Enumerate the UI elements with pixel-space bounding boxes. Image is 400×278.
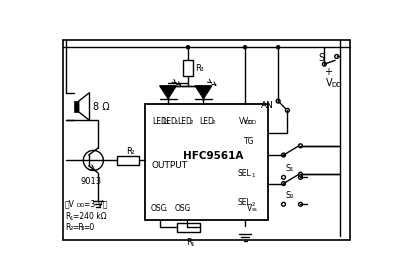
Text: TG: TG [244, 137, 254, 146]
Text: OSC: OSC [151, 204, 167, 213]
Text: R: R [65, 223, 70, 232]
Text: 1: 1 [174, 120, 178, 125]
Text: DD: DD [248, 120, 256, 125]
Text: =240 kΩ: =240 kΩ [72, 212, 106, 221]
Text: 1: 1 [165, 120, 168, 125]
Text: S: S [285, 164, 290, 173]
Text: 2: 2 [70, 227, 73, 232]
Circle shape [186, 46, 190, 49]
Text: 3: 3 [80, 227, 84, 232]
Bar [145, 104, 268, 220]
Text: SEL: SEL [237, 169, 251, 178]
Text: R: R [126, 147, 132, 156]
Text: 1: 1 [290, 167, 293, 172]
Bar [176, 223, 200, 232]
Text: HFC9561A: HFC9561A [182, 151, 243, 161]
Circle shape [335, 54, 338, 58]
Text: +: + [324, 67, 332, 77]
Text: R: R [65, 212, 70, 221]
Bar [117, 156, 139, 165]
Circle shape [298, 144, 302, 148]
Text: 2: 2 [130, 150, 134, 155]
Polygon shape [160, 86, 176, 99]
Text: =0: =0 [83, 223, 94, 232]
Text: 2: 2 [190, 120, 193, 125]
Text: LED: LED [200, 117, 214, 126]
Text: LED: LED [153, 117, 168, 126]
Text: V: V [246, 204, 252, 213]
Circle shape [282, 202, 286, 206]
Text: 1: 1 [190, 242, 194, 247]
Text: =3 V时: =3 V时 [84, 200, 108, 209]
Text: 2: 2 [186, 207, 190, 212]
Text: R: R [186, 238, 192, 247]
Text: ss: ss [251, 207, 257, 212]
Text: S: S [318, 53, 324, 63]
Text: 2: 2 [290, 194, 294, 199]
Text: 1: 1 [70, 216, 73, 221]
Text: AN: AN [261, 101, 274, 110]
Circle shape [282, 175, 286, 179]
Text: 3: 3 [200, 67, 203, 72]
Circle shape [282, 153, 286, 157]
Text: OUTPUT: OUTPUT [151, 161, 187, 170]
Text: LED: LED [177, 117, 192, 126]
Circle shape [298, 175, 302, 179]
Text: OSC: OSC [174, 204, 190, 213]
Circle shape [276, 99, 280, 103]
Text: 8 Ω: 8 Ω [92, 101, 109, 111]
Text: DD: DD [76, 203, 85, 208]
Circle shape [277, 46, 280, 49]
Polygon shape [195, 86, 212, 99]
Text: SEL: SEL [237, 198, 251, 207]
Text: =R: =R [72, 223, 84, 232]
Text: DD: DD [331, 82, 342, 88]
Text: 当V: 当V [65, 200, 75, 209]
Bar [183, 60, 194, 76]
Text: V: V [243, 117, 248, 126]
Text: 1: 1 [251, 173, 255, 178]
Text: LED: LED [162, 117, 177, 126]
Text: 2: 2 [212, 120, 216, 125]
Text: V: V [326, 78, 332, 88]
Text: 9013: 9013 [80, 177, 102, 187]
Circle shape [322, 62, 326, 66]
Text: R: R [195, 63, 201, 73]
Polygon shape [79, 93, 90, 120]
Circle shape [298, 202, 302, 206]
Circle shape [244, 46, 246, 49]
Circle shape [286, 108, 289, 112]
Text: 2: 2 [251, 202, 255, 207]
Bar [74, 101, 79, 112]
Text: 1: 1 [164, 207, 167, 212]
Text: DD: DD [244, 120, 252, 125]
Circle shape [298, 172, 302, 176]
Circle shape [83, 150, 103, 170]
Text: S: S [285, 190, 290, 200]
Circle shape [282, 182, 286, 185]
Text: V: V [239, 117, 244, 126]
